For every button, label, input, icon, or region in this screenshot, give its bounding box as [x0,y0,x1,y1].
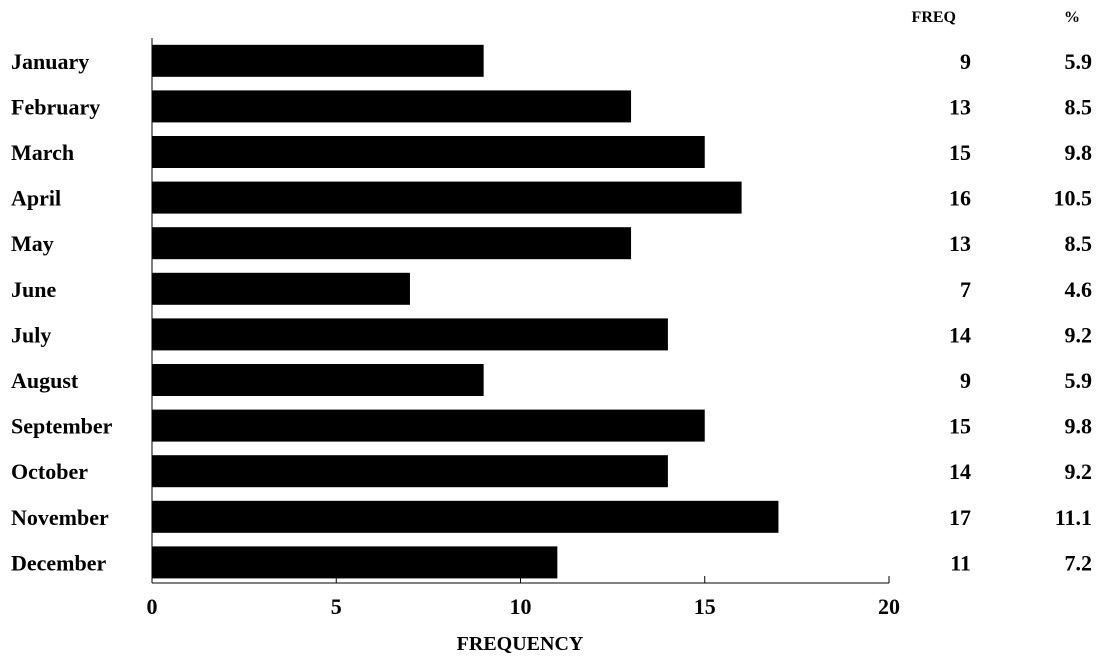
freq-value-september: 15 [949,414,971,439]
percent-column-header: % [1064,9,1080,26]
x-tick-label-5: 5 [331,594,342,619]
category-label-march: March [11,140,74,165]
x-tick-label-0: 0 [147,594,158,619]
x-tick-label-10: 10 [510,594,532,619]
bar-august [152,364,484,396]
percent-value-november: 11.1 [1055,505,1092,530]
freq-value-august: 9 [960,368,971,393]
percent-value-october: 9.2 [1065,459,1093,484]
percent-value-march: 9.8 [1065,140,1093,165]
category-label-september: September [11,414,113,439]
category-label-february: February [11,94,100,119]
freq-value-june: 7 [960,277,971,302]
bar-december [152,546,558,579]
freq-value-january: 9 [960,49,971,74]
category-label-may: May [11,231,54,256]
freq-value-december: 11 [950,550,971,575]
bar-february [152,90,632,123]
bar-july [152,318,668,351]
bar-january [152,44,484,77]
category-label-january: January [11,49,89,74]
percent-value-april: 10.5 [1054,186,1093,211]
bar-june [152,272,410,305]
category-label-august: August [11,368,79,393]
freq-value-april: 16 [949,186,971,211]
x-axis-title: FREQUENCY [457,633,584,655]
percent-value-january: 5.9 [1065,49,1093,74]
freq-value-march: 15 [949,140,971,165]
x-tick-label-15: 15 [694,594,716,619]
freq-value-february: 13 [949,94,971,119]
freq-value-october: 14 [949,459,971,484]
percent-value-may: 8.5 [1065,231,1093,256]
frequency-table-group: 9 5.9 13 8.5 15 9.8 16 10.5 13 8.5 7 4.6 14 9.2 9 5.9 15… [949,49,1092,576]
percent-value-august: 5.9 [1065,368,1093,393]
category-label-june: June [11,277,56,302]
percent-value-december: 7.2 [1065,550,1093,575]
bar-may [152,227,632,260]
freq-value-november: 17 [949,505,971,530]
category-label-october: October [11,459,88,484]
bar-november [152,500,779,533]
percent-value-june: 4.6 [1065,277,1093,302]
category-labels-group: January February March April May June July Augu… [11,49,113,576]
category-label-july: July [11,322,51,347]
percent-value-july: 9.2 [1065,322,1093,347]
bar-september [152,409,705,442]
percent-value-february: 8.5 [1065,94,1093,119]
bar-april [152,181,742,214]
bar-march [152,136,705,168]
category-label-april: April [11,186,61,211]
freq-value-may: 13 [949,231,971,256]
x-tick-label-20: 20 [878,594,900,619]
freq-column-header: FREQ [912,9,956,26]
percent-value-september: 9.8 [1065,414,1093,439]
bar-october [152,455,668,488]
category-label-december: December [11,550,107,575]
bars-group [152,44,779,579]
x-ticks-group: 0 5 10 15 20 [147,576,900,619]
category-label-november: November [11,505,109,530]
freq-value-july: 14 [949,322,971,347]
